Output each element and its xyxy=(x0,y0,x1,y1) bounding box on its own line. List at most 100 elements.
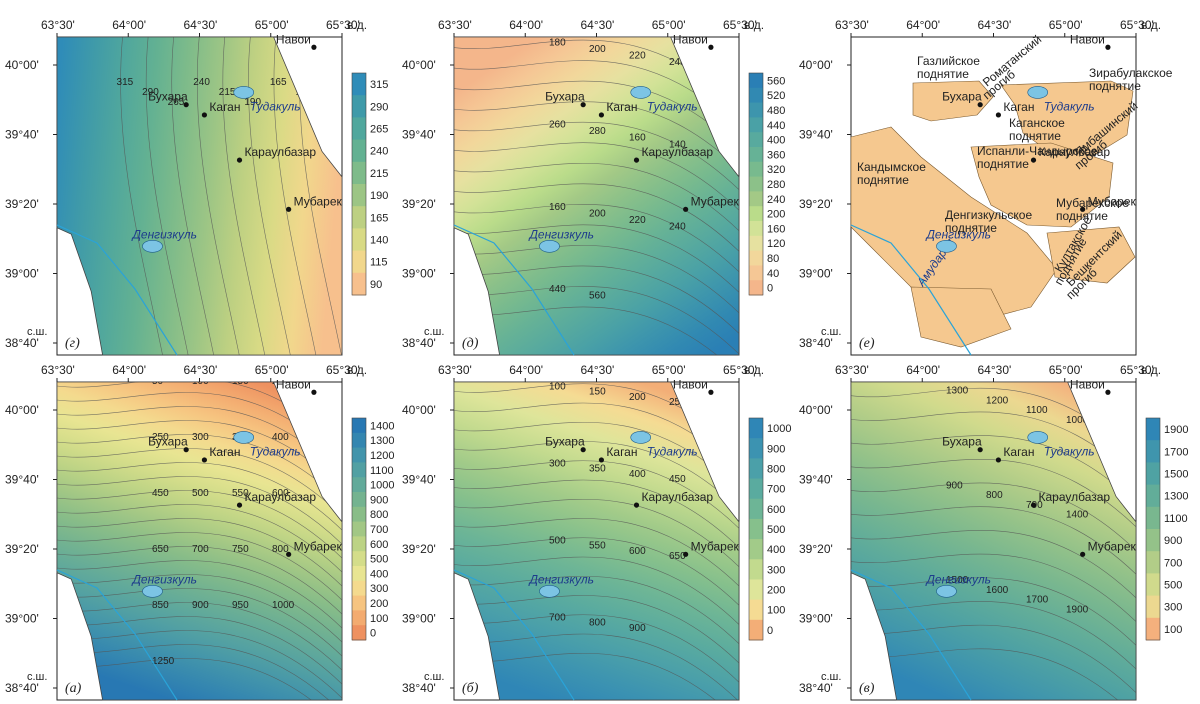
panel-letter: (в) xyxy=(859,681,875,696)
lon-suffix: в.д. xyxy=(744,363,764,377)
contour-label: 550 xyxy=(589,541,606,552)
lat-tick-label: 39°20' xyxy=(402,197,436,211)
city-label: Каган xyxy=(1003,100,1034,114)
lake-shape xyxy=(1027,431,1049,444)
lon-suffix: в.д. xyxy=(1141,18,1161,32)
uplift-area xyxy=(910,286,1012,348)
structure-label: поднятие xyxy=(1056,209,1108,223)
structure-label: Газлийское xyxy=(917,54,980,68)
lon-suffix: в.д. xyxy=(1141,363,1161,377)
contour-label: 900 xyxy=(629,623,646,634)
lake-shape xyxy=(1027,86,1049,99)
lon-tick-label: 64°00' xyxy=(112,18,146,32)
legend-swatch xyxy=(352,462,366,478)
city-label: Навои xyxy=(276,32,311,46)
legend-swatch xyxy=(352,228,366,252)
legend-tick-label: 1100 xyxy=(1164,513,1188,525)
model-boundary xyxy=(453,36,740,356)
city-label: Караулбазар xyxy=(245,145,317,159)
legend-tick-label: 115 xyxy=(370,257,388,269)
city-marker xyxy=(286,551,292,557)
legend-swatch xyxy=(1146,529,1160,552)
contour-label: 1000 xyxy=(1066,415,1089,426)
legend-swatch xyxy=(749,619,763,641)
legend-swatch xyxy=(749,579,763,601)
legend-tick-label: 215 xyxy=(370,168,388,180)
map-panel-d: 180 200 220 240 260 280 160 140 160 200 220 240 440 5… xyxy=(402,18,785,356)
map-panel-b: 100 150 200 250 300 350 400 450 500 550 600 650 700 8… xyxy=(402,363,791,701)
contour-label: 280 xyxy=(589,126,606,137)
contour-label: 260 xyxy=(549,120,566,131)
contour-line xyxy=(57,532,342,601)
contour-label: 1100 xyxy=(1026,405,1048,416)
lat-suffix: с.ш. xyxy=(424,671,444,683)
lat-suffix: с.ш. xyxy=(821,671,841,683)
contour-line xyxy=(851,435,1136,504)
lon-suffix: в.д. xyxy=(347,363,367,377)
map-panel-g: 315 290 265 240 215 190 165 140 Тудакуль Денгизку… xyxy=(5,18,388,356)
lake-label: Денгизкуль xyxy=(130,227,197,241)
lon-tick-label: 65°00' xyxy=(255,18,289,32)
legend-tick-label: 400 xyxy=(370,568,388,580)
city-label: Караулбазар xyxy=(1039,145,1111,159)
contour-label: 290 xyxy=(142,87,159,98)
city-label: Бухара xyxy=(545,90,585,104)
contour-label: 100 xyxy=(192,376,209,387)
city-label: Навои xyxy=(673,32,708,46)
lon-tick-label: 65°00' xyxy=(1049,18,1083,32)
legend-swatch xyxy=(352,272,366,296)
contour-label: 750 xyxy=(232,544,249,555)
legend-swatch xyxy=(749,478,763,500)
city-label: Бухара xyxy=(148,435,188,449)
lon-tick-label: 65°00' xyxy=(1049,363,1083,377)
legend-swatch xyxy=(749,191,763,207)
lon-tick-label: 63°30' xyxy=(835,363,869,377)
city-marker xyxy=(1105,389,1111,395)
city-label: Каган xyxy=(1003,445,1034,459)
city-marker xyxy=(201,457,208,463)
contour-line xyxy=(57,588,342,657)
lon-tick-label: 65°30' xyxy=(326,18,360,32)
legend-swatch xyxy=(749,161,763,178)
contour-label: 200 xyxy=(629,392,646,403)
contour-label: 700 xyxy=(549,612,566,623)
legend-swatch xyxy=(352,566,366,582)
contour-line xyxy=(454,499,739,567)
lake-shape xyxy=(539,239,560,253)
legend-frame xyxy=(351,72,367,296)
contour-label: 850 xyxy=(152,600,169,611)
city-marker xyxy=(1080,551,1086,557)
structure-label: Мубарекское xyxy=(1056,196,1129,210)
legend-tick-label: 520 xyxy=(767,90,785,102)
legend-tick-label: 500 xyxy=(1164,580,1182,592)
contour-line xyxy=(851,459,1136,527)
uplift-area xyxy=(970,142,1114,228)
legend-tick-label: 0 xyxy=(370,628,376,640)
contour-label: 240 xyxy=(669,57,686,68)
contour-label: 150 xyxy=(589,387,606,398)
legend-swatch xyxy=(749,132,763,148)
city-label: Навои xyxy=(673,377,708,391)
legend-swatch xyxy=(352,595,366,611)
lat-tick-label: 39°20' xyxy=(799,542,833,556)
lake-shape xyxy=(630,431,652,444)
contour-line xyxy=(454,537,739,606)
city-label: Каган xyxy=(606,100,637,114)
city-marker xyxy=(1080,206,1086,212)
lat-tick-label: 38°40' xyxy=(5,336,39,350)
city-label: Мубарек xyxy=(294,539,343,553)
contour-line xyxy=(851,530,1136,599)
legend-frame xyxy=(748,417,764,641)
contour-line xyxy=(454,163,739,231)
contour-label: 160 xyxy=(629,133,646,144)
legend-tick-label: 140 xyxy=(370,235,388,247)
legend-tick-label: 280 xyxy=(767,179,785,191)
legend-tick-label: 400 xyxy=(767,135,785,147)
city-label: Бухара xyxy=(942,90,982,104)
contour-label: 560 xyxy=(589,290,606,301)
legend-swatch xyxy=(1146,551,1160,574)
lat-tick-label: 38°40' xyxy=(799,681,833,695)
legend-swatch xyxy=(749,559,763,580)
legend-tick-label: 290 xyxy=(370,101,388,113)
